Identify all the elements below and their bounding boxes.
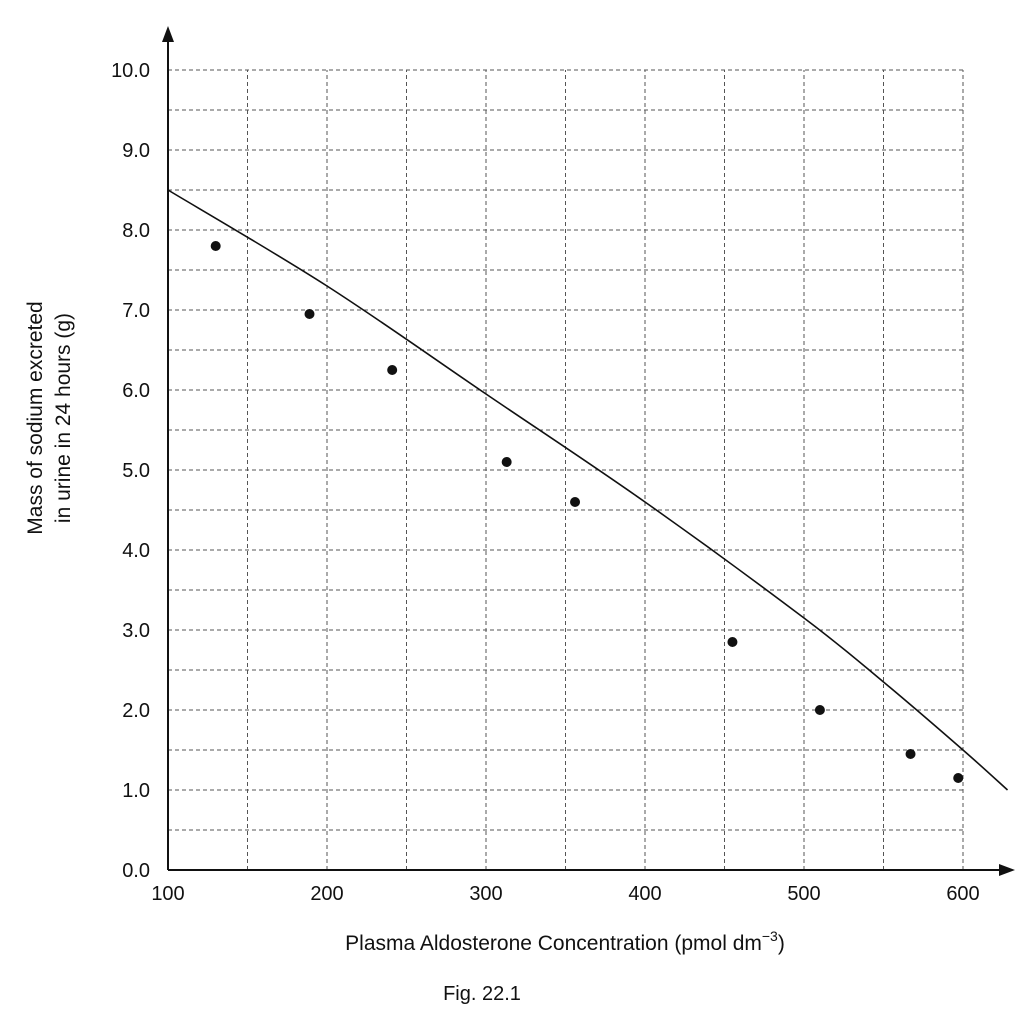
best-fit-line <box>167 189 1009 791</box>
data-point <box>570 497 581 507</box>
x-tick-label: 200 <box>310 883 343 905</box>
y-axis-label-line2: in urine in 24 hours (g) <box>52 313 75 523</box>
y-tick-label: 4.0 <box>122 540 150 562</box>
y-axis-label-line1: Mass of sodium excreted <box>24 301 47 534</box>
x-axis-label: Plasma Aldosterone Concentration (pmol d… <box>345 928 785 955</box>
y-tick-label: 3.0 <box>122 620 150 642</box>
data-points <box>210 241 964 783</box>
figure-caption: Fig. 22.1 <box>443 983 521 1005</box>
x-axis-label-superscript: −3 <box>762 928 778 944</box>
data-point <box>905 749 916 759</box>
y-tick-label: 0.0 <box>122 860 150 882</box>
y-tick-label: 10.0 <box>111 60 150 82</box>
x-tick-label: 300 <box>469 883 502 905</box>
y-tick-label: 7.0 <box>122 300 150 322</box>
data-point <box>727 637 738 647</box>
data-point <box>210 241 221 251</box>
data-point <box>304 309 315 319</box>
data-point <box>501 457 512 467</box>
x-axis-label-suffix: ) <box>778 932 785 955</box>
x-axis-label-main: Plasma Aldosterone Concentration (pmol d… <box>345 932 762 955</box>
data-point <box>814 705 825 715</box>
y-axis-arrow-icon <box>162 26 174 42</box>
y-tick-label: 8.0 <box>122 220 150 242</box>
y-tick-label: 9.0 <box>122 140 150 162</box>
y-tick-label: 6.0 <box>122 380 150 402</box>
grid <box>168 69 964 870</box>
x-tick-label: 500 <box>787 883 820 905</box>
x-tick-label: 100 <box>151 883 184 905</box>
x-tick-label: 400 <box>628 883 661 905</box>
data-point <box>387 365 398 375</box>
y-tick-labels: 0.0 1.0 2.0 3.0 4.0 5.0 6.0 7.0 8.0 9.0 10.0 <box>111 60 150 882</box>
x-tick-label: 600 <box>946 883 979 905</box>
axes <box>162 26 1015 876</box>
y-tick-label: 2.0 <box>122 700 150 722</box>
x-tick-labels: 100 200 300 400 500 600 <box>151 883 979 905</box>
y-tick-label: 1.0 <box>122 780 150 802</box>
data-point <box>953 773 964 783</box>
y-tick-label: 5.0 <box>122 460 150 482</box>
x-axis-arrow-icon <box>999 864 1015 876</box>
